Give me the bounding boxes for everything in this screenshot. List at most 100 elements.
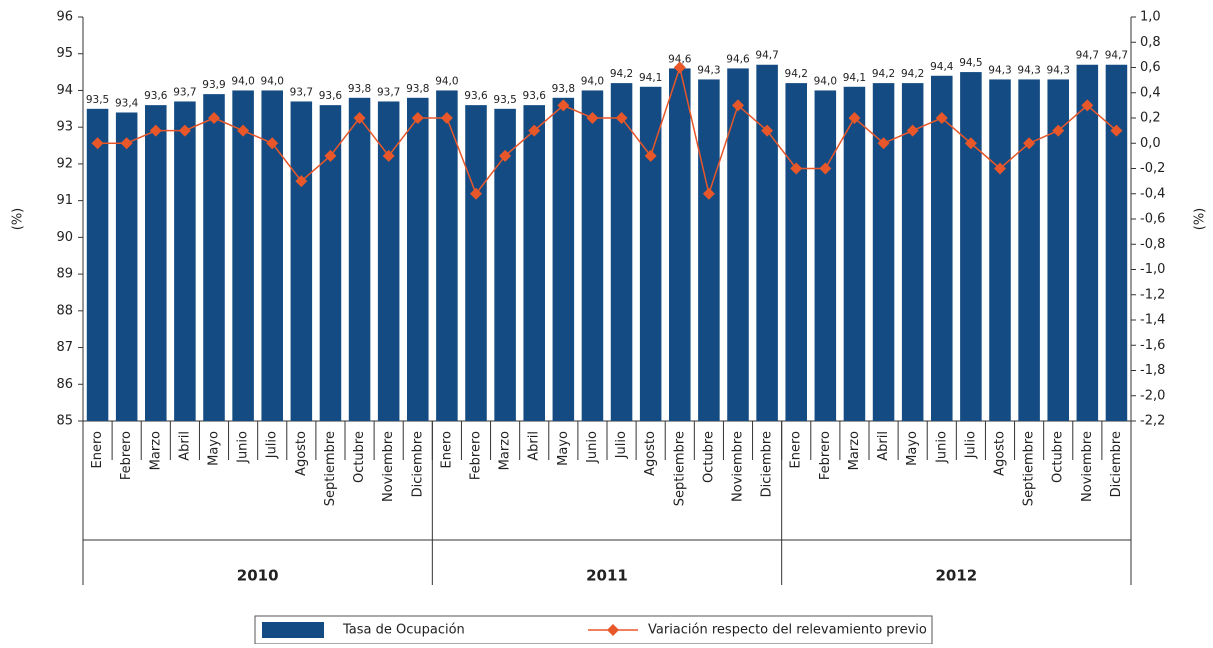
x-tick-label: Septiembre (323, 431, 338, 506)
line-marker (149, 124, 162, 137)
value-label: 93,4 (115, 97, 139, 109)
bar (261, 90, 283, 422)
value-label: 94,0 (814, 75, 837, 87)
line-marker (994, 162, 1006, 175)
bar (465, 105, 487, 422)
value-label: 93,8 (348, 83, 371, 95)
bar (319, 105, 342, 422)
line-marker (266, 137, 279, 150)
line-marker (935, 112, 948, 124)
bar (814, 90, 837, 422)
x-tick-label: Julio (265, 431, 280, 459)
x-tick-label: Octubre (701, 431, 716, 483)
line-marker (732, 99, 744, 112)
y2-tick-label: 0,8 (1140, 35, 1161, 50)
line-marker (819, 162, 832, 175)
bar (1047, 79, 1069, 421)
line-marker (586, 112, 599, 124)
line-marker (848, 112, 861, 124)
x-tick-label: Septiembre (1022, 431, 1037, 506)
line-marker (470, 187, 482, 200)
value-label: 94,4 (930, 61, 954, 73)
bar (639, 86, 662, 422)
value-label: 93,8 (552, 83, 575, 95)
y-tick-label: 92 (56, 156, 73, 171)
bar (436, 90, 458, 422)
x-tick-label: Mayo (905, 431, 920, 466)
y2-tick-label: -1,4 (1140, 313, 1165, 328)
x-tick-label: Enero (789, 431, 804, 469)
bar (348, 97, 371, 422)
value-label: 94,5 (959, 57, 982, 69)
value-label: 94,0 (435, 75, 458, 87)
bar (698, 79, 720, 421)
value-label: 94,0 (261, 75, 284, 87)
line-marker (673, 61, 686, 74)
y2-tick-label: 1,0 (1140, 10, 1161, 25)
x-tick-label: Febrero (119, 431, 134, 480)
bar (174, 101, 196, 422)
bar (552, 97, 575, 422)
legend-marker (607, 624, 619, 636)
line-marker (382, 149, 395, 162)
line-marker (353, 112, 366, 124)
line-marker (295, 175, 308, 188)
value-label: 93,7 (290, 86, 313, 98)
x-tick-label: Octubre (352, 431, 367, 483)
y-tick-label: 89 (56, 267, 73, 282)
x-tick-label: Junio (236, 431, 251, 464)
value-label: 94,7 (1105, 50, 1128, 62)
y-tick-label: 87 (56, 340, 73, 355)
value-label: 93,6 (464, 90, 488, 102)
x-tick-label: Octubre (1051, 431, 1066, 483)
value-label: 93,6 (319, 90, 343, 102)
x-tick-label: Mayo (207, 431, 222, 466)
y-tick-label: 94 (56, 83, 73, 98)
bar (989, 79, 1011, 421)
value-label: 94,2 (872, 68, 895, 80)
y2-tick-label: -0,6 (1140, 212, 1165, 227)
x-tick-label: Diciembre (1109, 431, 1124, 497)
x-tick-label: Abril (177, 431, 192, 461)
y-tick-label: 93 (56, 120, 73, 135)
value-label: 94,3 (697, 64, 720, 76)
x-tick-label: Marzo (847, 431, 862, 470)
legend-label: Tasa de Ocupación (342, 623, 465, 638)
x-tick-label: Marzo (148, 431, 163, 470)
x-tick-label: Marzo (498, 431, 513, 470)
x-tick-label: Enero (439, 431, 454, 469)
line-marker (790, 162, 803, 175)
line-marker (964, 137, 977, 150)
y2-tick-label: -1,0 (1140, 262, 1165, 277)
bar (115, 112, 138, 421)
value-label: 94,0 (581, 75, 604, 87)
y-tick-label: 85 (56, 414, 73, 429)
line-marker (644, 149, 657, 162)
y2-tick-label: -2,0 (1140, 388, 1165, 403)
y2-tick-label: 0,6 (1140, 60, 1161, 75)
bar (377, 101, 400, 422)
y-tick-label: 88 (56, 303, 73, 318)
x-tick-label: Noviembre (731, 431, 746, 502)
y2-tick-label: -0,8 (1140, 237, 1165, 252)
value-label: 93,5 (493, 94, 516, 106)
bar (669, 68, 691, 421)
value-label: 94,3 (1017, 64, 1040, 76)
line-marker (208, 112, 220, 124)
line-marker (1110, 124, 1123, 137)
bar (494, 108, 516, 422)
y-tick-label: 91 (56, 193, 73, 208)
value-label: 93,9 (202, 79, 225, 91)
y2-axis-title: (%) (1193, 208, 1208, 231)
value-label: 93,5 (86, 94, 109, 106)
bar (756, 64, 778, 421)
x-tick-label: Febrero (818, 431, 833, 480)
value-label: 94,1 (639, 72, 662, 84)
bar (610, 83, 633, 421)
x-tick-label: Mayo (556, 431, 571, 466)
value-label: 94,2 (610, 68, 633, 80)
value-label: 94,3 (1047, 64, 1070, 76)
value-label: 93,8 (406, 83, 429, 95)
value-label: 94,0 (231, 75, 254, 87)
